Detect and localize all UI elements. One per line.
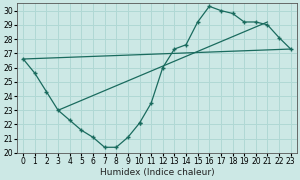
X-axis label: Humidex (Indice chaleur): Humidex (Indice chaleur) <box>100 168 214 177</box>
